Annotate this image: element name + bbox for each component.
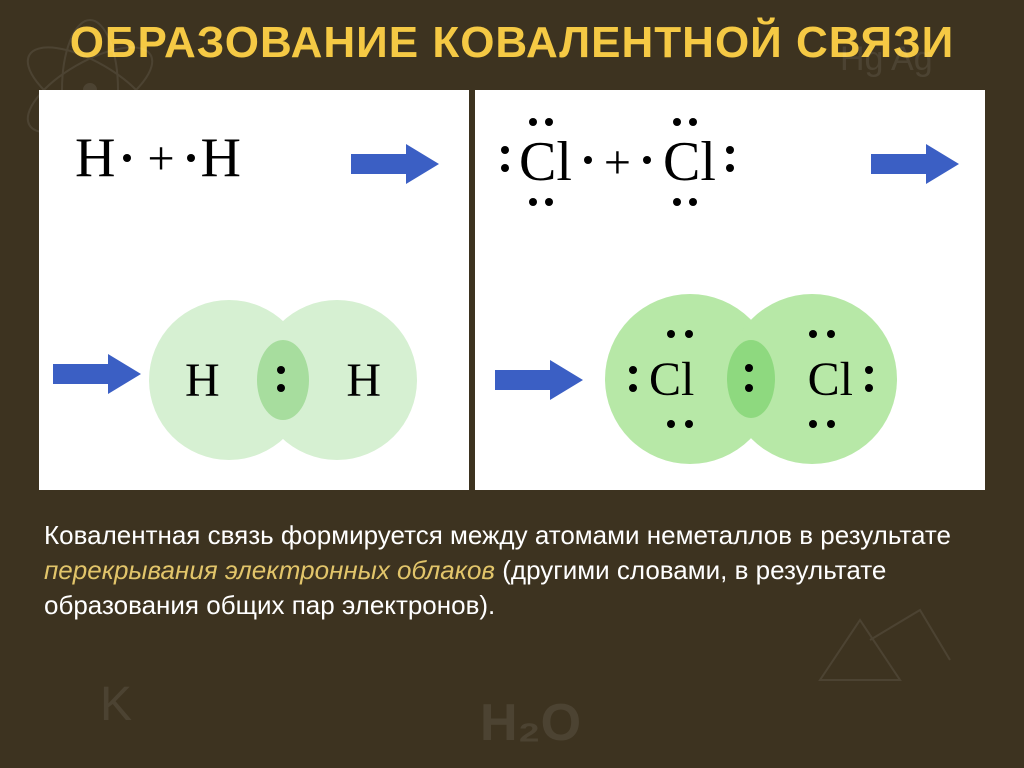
h-reactants: H + H	[75, 126, 241, 190]
cl-symbol-left: Cl	[519, 130, 572, 194]
caption-part1: Ковалентная связь формируется между атом…	[44, 520, 951, 550]
arrow-icon	[495, 358, 585, 402]
diagram-panels: H + H H H	[0, 90, 1024, 490]
panel-hydrogen: H + H H H	[39, 90, 469, 490]
cl-product-orbitals: Cl Cl	[605, 294, 897, 464]
arrow-icon	[871, 142, 961, 186]
h-product-orbitals: H H	[149, 300, 417, 460]
electron-dot	[123, 154, 131, 162]
h-product-left: H	[185, 353, 220, 408]
cl-atom-left: Cl	[515, 130, 576, 194]
svg-text:K: K	[100, 678, 132, 731]
caption-highlight: перекрывания электронных облаков	[44, 555, 495, 585]
h-product-right: H	[346, 353, 381, 408]
plus-sign: +	[604, 135, 631, 190]
cl-reactants: Cl + Cl	[515, 130, 720, 194]
cl-atom-right: Cl	[659, 130, 720, 194]
panel-chlorine: Cl + Cl Cl	[475, 90, 985, 490]
h-symbol-right: H	[201, 126, 241, 190]
h-symbol-left: H	[75, 126, 115, 190]
page-title: ОБРАЗОВАНИЕ КОВАЛЕНТНОЙ СВЯЗИ	[0, 0, 1024, 68]
plus-sign: +	[147, 131, 174, 186]
cl-symbol-right: Cl	[663, 130, 716, 194]
shared-electron-pair	[277, 366, 285, 392]
h-atom-right: H	[201, 126, 241, 190]
cl-product-left: Cl	[649, 352, 694, 407]
arrow-icon	[351, 142, 441, 186]
svg-text:H₂O: H₂O	[480, 694, 581, 752]
electron-dot	[187, 154, 195, 162]
shared-electron-pair	[745, 364, 753, 392]
caption-text: Ковалентная связь формируется между атом…	[0, 490, 1024, 623]
cl-product-right: Cl	[808, 352, 853, 407]
arrow-icon	[53, 352, 143, 396]
h-atom-left: H	[75, 126, 115, 190]
